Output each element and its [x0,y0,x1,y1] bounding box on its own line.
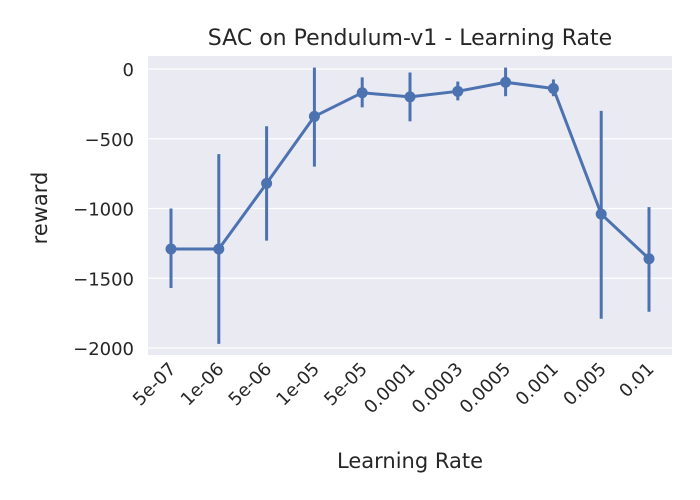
x-tick-labels: 5e-071e-065e-061e-055e-050.00010.00030.0… [129,359,659,418]
y-tick-label: −1500 [73,269,134,290]
x-axis-label: Learning Rate [337,449,483,473]
x-tick-label: 0.01 [615,359,658,402]
data-point [643,253,655,265]
x-tick-label: 0.0001 [360,359,419,418]
chart-title: SAC on Pendulum-v1 - Learning Rate [208,26,612,51]
y-axis-label: reward [28,172,52,245]
x-tick-label: 5e-06 [225,359,277,411]
data-point [452,85,464,97]
data-point [547,83,559,95]
data-point [500,76,512,88]
x-tick-label: 1e-06 [177,359,229,411]
data-point [356,87,368,99]
y-tick-label: −2000 [73,339,134,360]
x-tick-label: 0.001 [512,359,563,410]
y-tick-label: −500 [85,130,134,151]
x-tick-label: 0.0005 [456,359,515,418]
x-tick-label: 0.0003 [408,359,467,418]
x-tick-label: 0.005 [559,359,610,410]
data-point [595,208,607,220]
y-tick-label: −1000 [73,200,134,221]
x-tick-label: 5e-07 [129,359,181,411]
data-points [165,76,655,265]
y-tick-labels: 0 −500 −1000 −1500 −2000 [73,60,134,360]
data-point [404,91,416,103]
data-point [261,177,273,189]
data-point [308,110,320,122]
y-tick-label: 0 [123,60,134,81]
data-point [213,243,225,255]
x-tick-label: 1e-05 [272,359,324,411]
grid [148,68,672,349]
data-point [165,243,177,255]
